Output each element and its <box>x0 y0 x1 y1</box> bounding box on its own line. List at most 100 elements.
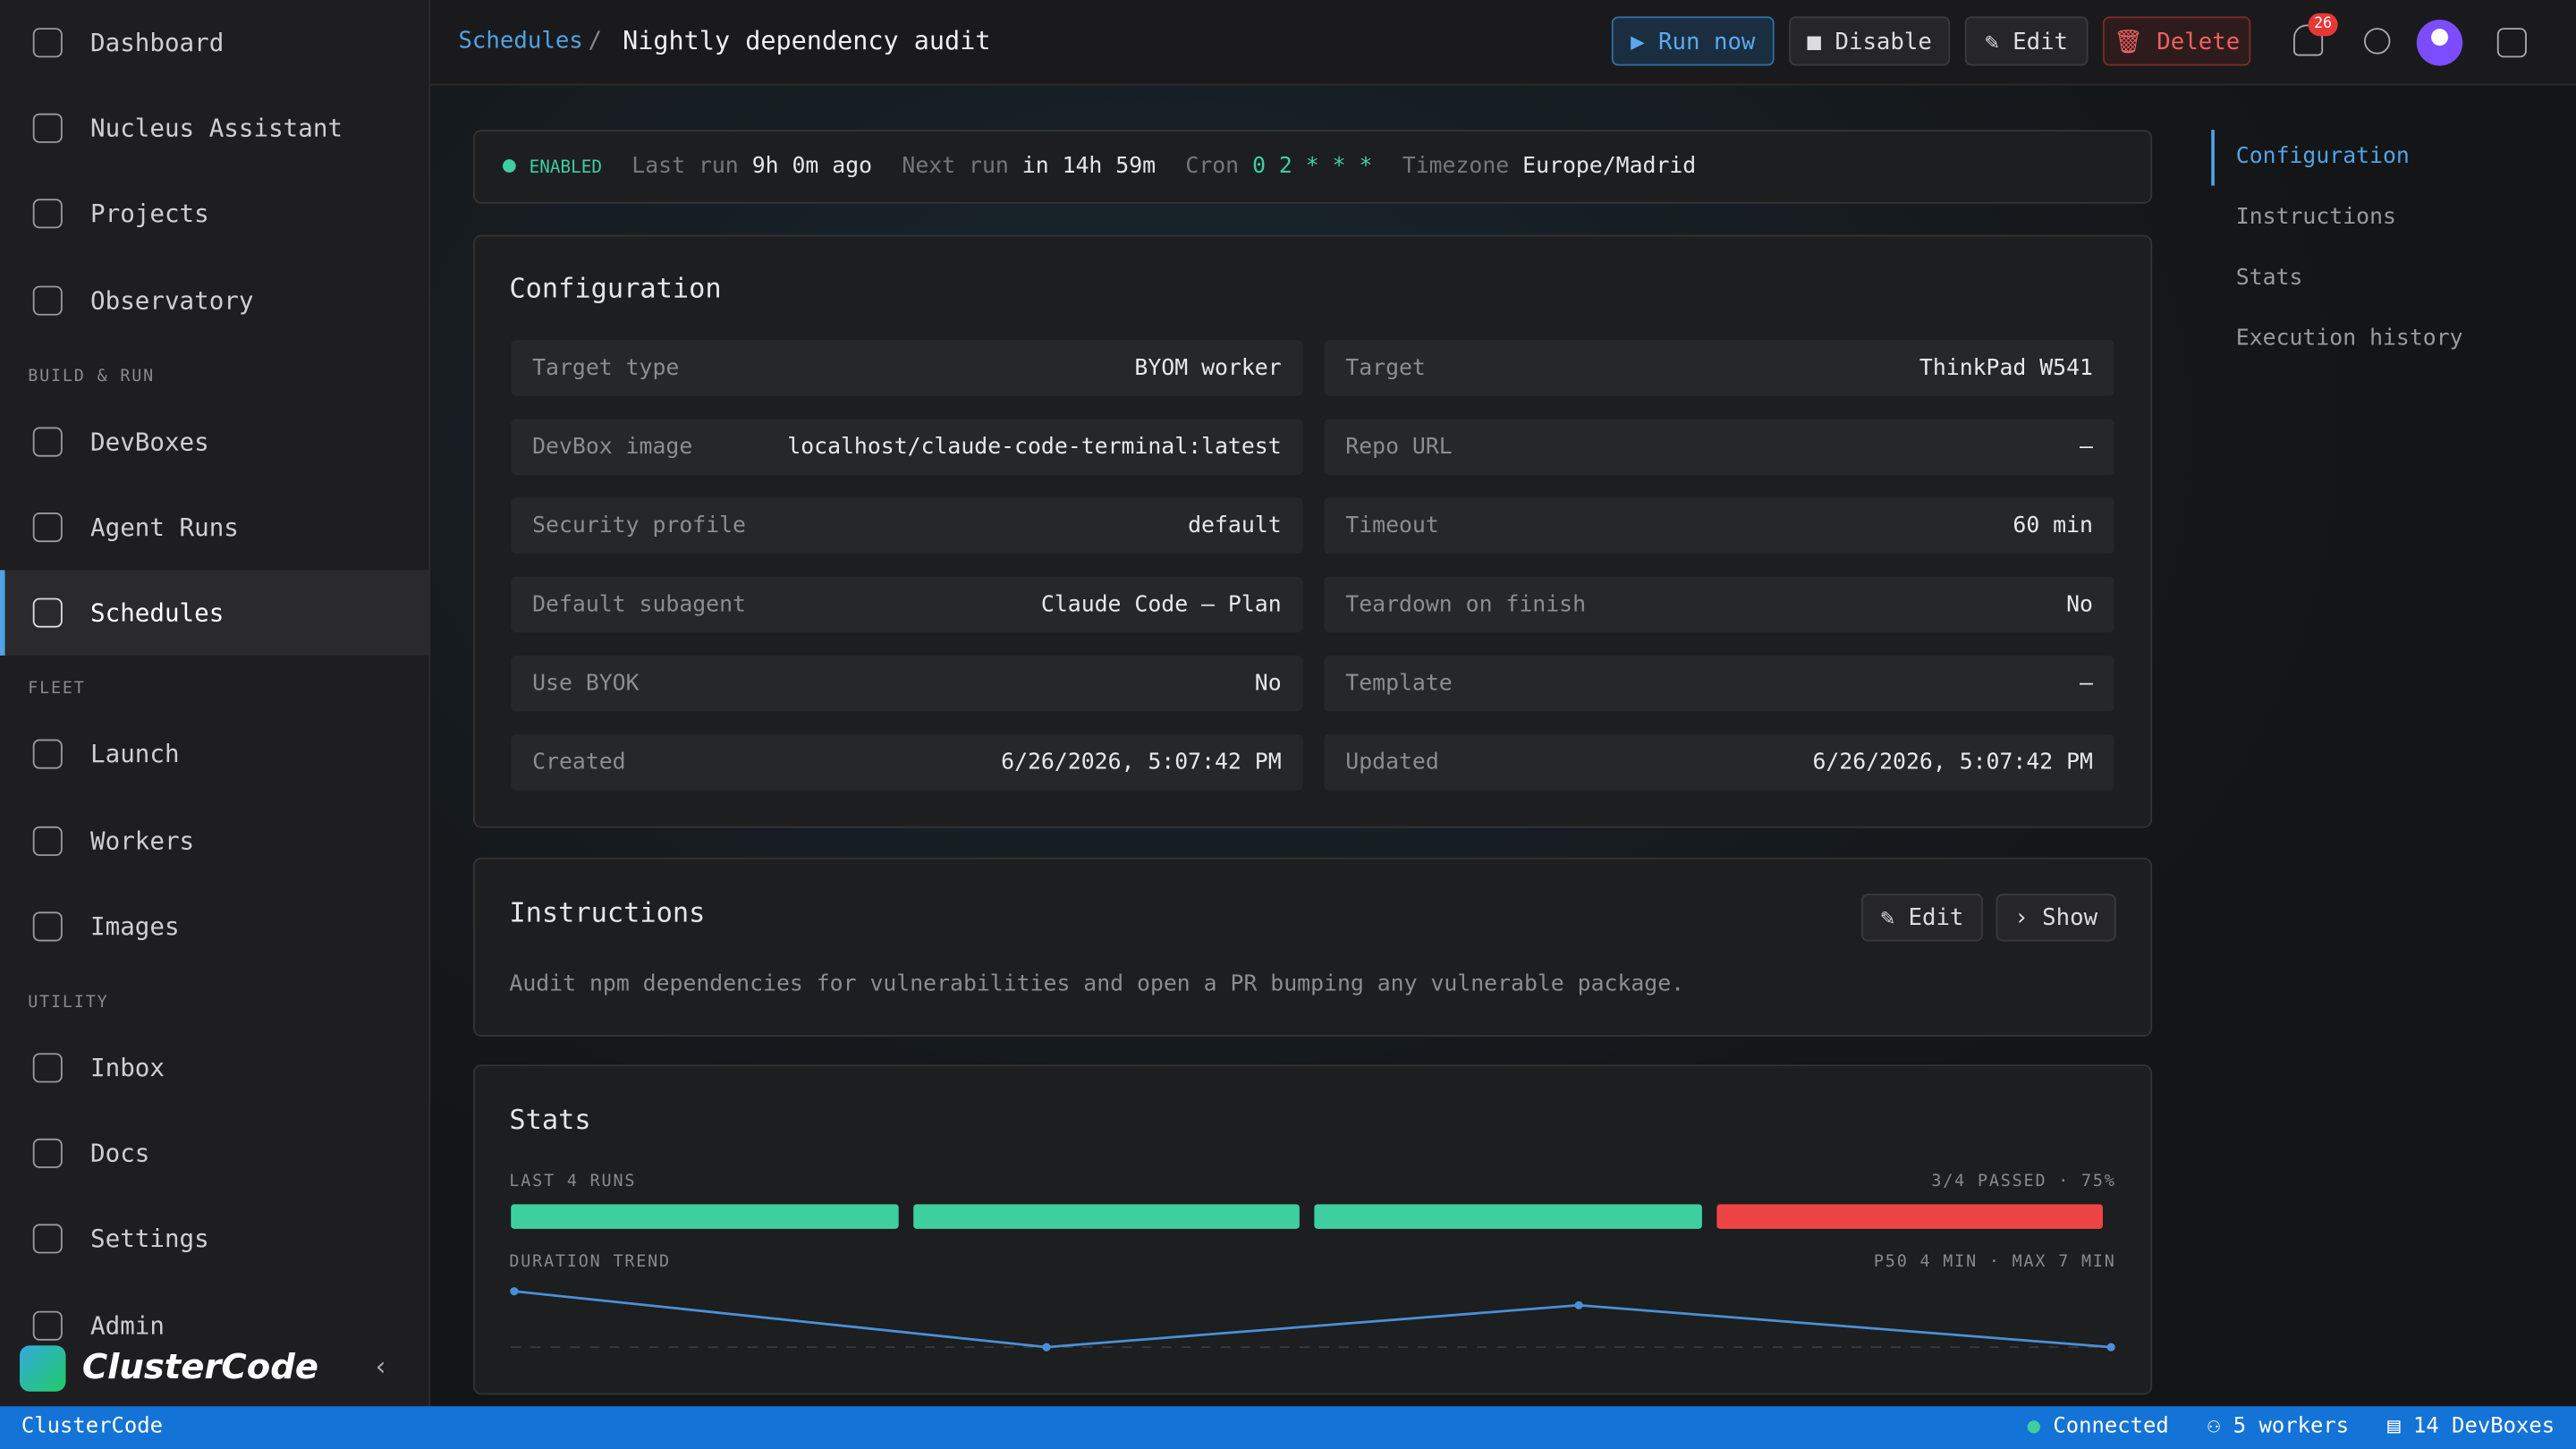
nav-icon <box>32 284 63 315</box>
nav-icon <box>32 911 63 942</box>
nav-item[interactable]: Projects <box>90 199 209 230</box>
toc-item[interactable]: Instructions <box>2235 203 2396 231</box>
config-field: Default subagent Claude Code — Plan <box>511 576 1303 633</box>
field-value: No <box>1254 670 1282 697</box>
terminal-icon[interactable] <box>2496 28 2527 58</box>
run-bar <box>511 1204 898 1229</box>
edit-button[interactable]: ✎ Edit <box>1964 16 2089 66</box>
field-label: Default subagent <box>532 591 746 618</box>
field-value: localhost/claude-code-terminal:latest <box>787 433 1282 461</box>
nav-item[interactable]: Workers <box>90 826 195 856</box>
nav-icon <box>32 513 63 543</box>
theme-toggle[interactable] <box>2364 28 2391 55</box>
toc-item[interactable]: Configuration <box>2235 142 2410 170</box>
edit-label: Edit <box>1908 905 1964 932</box>
field-label: Use BYOK <box>532 670 640 697</box>
toc-item[interactable]: Stats <box>2235 264 2303 292</box>
nav-item[interactable]: DevBoxes <box>90 427 209 457</box>
field-label: Repo URL <box>1345 433 1453 461</box>
notification-count: 26 <box>2308 13 2338 37</box>
field-value: ThinkPad W541 <box>1919 354 2093 382</box>
sidebar <box>0 0 431 1407</box>
separator: / <box>588 28 603 55</box>
nav-item[interactable]: Settings <box>90 1224 209 1255</box>
delete-button[interactable]: 🗑 Delete <box>2103 16 2251 66</box>
active-bar <box>0 570 5 657</box>
config-field: Created 6/26/2026, 5:07:42 PM <box>511 734 1303 791</box>
nav-icon <box>32 1053 63 1083</box>
status-dot <box>503 159 516 173</box>
nav-heading: BUILD & RUN <box>28 368 156 386</box>
field-label: DevBox image <box>532 433 693 461</box>
nav-icon <box>32 1139 63 1169</box>
config-field: Use BYOK No <box>511 655 1303 712</box>
field-value: 6/26/2026, 5:07:42 PM <box>1812 749 2093 775</box>
trend-point <box>510 1287 519 1296</box>
trend-summary: P50 4 MIN · MAX 7 MIN <box>1873 1253 2116 1272</box>
nav-item[interactable]: Images <box>90 911 180 942</box>
field-value: 9h 0m ago <box>751 152 873 180</box>
status-strip: ENABLED Last run 9h 0m ago Next run in 1… <box>472 130 2153 204</box>
connected: Connected <box>2053 1414 2169 1439</box>
nav-item[interactable]: Nucleus Assistant <box>90 114 343 144</box>
disable-button[interactable]: ■ Disable <box>1789 16 1951 66</box>
workers: 5 workers <box>2233 1414 2350 1439</box>
state: ENABLED <box>529 157 602 178</box>
nav-item[interactable]: Admin <box>90 1309 165 1341</box>
field-value: 0 2 * * * <box>1252 152 1373 180</box>
nav-heading: FLEET <box>28 681 86 699</box>
statusbar-brand: ClusterCode <box>21 1414 164 1439</box>
config-field: Updated 6/26/2026, 5:07:42 PM <box>1324 734 2114 791</box>
nav-icon <box>32 597 63 628</box>
field-label: Target type <box>532 354 680 382</box>
instructions-show[interactable]: › Show <box>1996 894 2116 942</box>
section-title: Instructions <box>509 896 706 928</box>
nav-item[interactable]: Inbox <box>90 1053 165 1083</box>
nav-icon <box>32 427 63 457</box>
field-label: Created <box>532 749 626 775</box>
nav-icon <box>32 114 63 144</box>
config-field: DevBox image localhost/claude-code-termin… <box>511 419 1303 475</box>
breadcrumb[interactable]: Schedules <box>458 28 583 55</box>
brand: ClusterCode <box>81 1347 318 1387</box>
nav-item[interactable]: Schedules <box>90 597 225 628</box>
config-field: Teardown on finish No <box>1324 576 2114 633</box>
nav-item[interactable]: Docs <box>90 1139 150 1169</box>
trend-label: DURATION TREND <box>509 1253 671 1272</box>
avatar[interactable] <box>2416 20 2463 66</box>
toc-item[interactable]: Execution history <box>2235 325 2463 352</box>
field-label: Cron <box>1185 152 1240 180</box>
nav-item[interactable]: Dashboard <box>90 28 225 58</box>
field-label: Updated <box>1345 749 1439 775</box>
nav-icon <box>32 1224 63 1255</box>
nav-icon <box>32 826 63 856</box>
collapse[interactable]: ‹ <box>372 1350 389 1382</box>
field-label: Security profile <box>532 513 746 539</box>
instructions-edit[interactable]: ✎ Edit <box>1861 894 1983 942</box>
field-value: No <box>2066 591 2093 618</box>
config-field: Template — <box>1324 655 2114 712</box>
nav-item[interactable]: Agent Runs <box>90 513 239 543</box>
run-label: Run now <box>1658 30 1756 56</box>
edit-label: Edit <box>2012 30 2069 56</box>
field-label: Teardown on finish <box>1345 591 1587 618</box>
nav-item[interactable]: Launch <box>90 740 180 770</box>
runs-summary: 3/4 PASSED · 75% <box>1931 1173 2116 1191</box>
field-value: in 14h 59m <box>1021 152 1157 180</box>
config-field: Target type BYOM worker <box>511 340 1303 396</box>
statusbar-right: ● Connected ⚇ 5 workers ▤ 14 DevBoxes <box>2027 1414 2555 1439</box>
nav-item[interactable]: Observatory <box>90 284 254 315</box>
section-title: Configuration <box>509 272 722 304</box>
field-value: BYOM worker <box>1134 354 1282 382</box>
run-button[interactable]: ▶ Run now <box>1611 16 1775 66</box>
devboxes: 14 DevBoxes <box>2412 1414 2555 1439</box>
instructions-panel <box>472 857 2153 1037</box>
disable-label: Disable <box>1835 30 1932 56</box>
run-bar <box>1314 1204 1701 1229</box>
field-value: 6/26/2026, 5:07:42 PM <box>1001 749 1282 775</box>
trend-point <box>1042 1343 1051 1352</box>
config-field: Target ThinkPad W541 <box>1324 340 2114 396</box>
nav-icon <box>32 28 63 58</box>
